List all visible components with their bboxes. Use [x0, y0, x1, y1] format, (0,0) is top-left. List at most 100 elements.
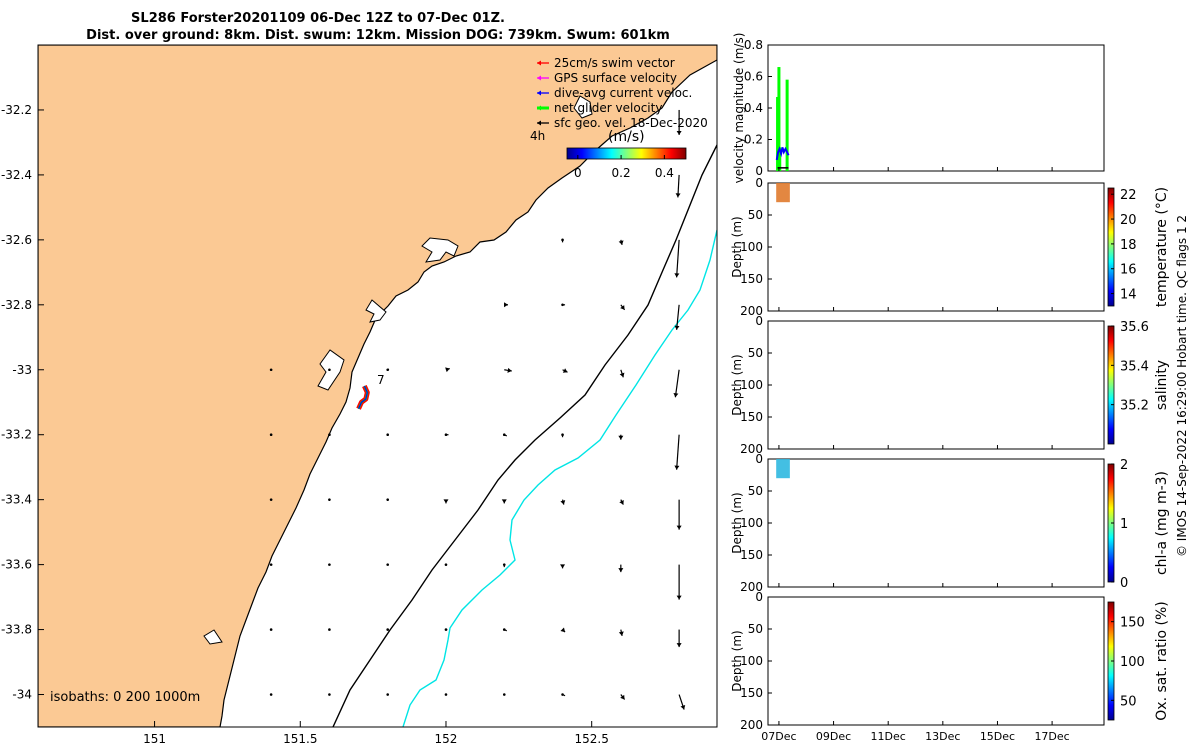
geo-vector-head — [618, 240, 624, 245]
geo-vector — [328, 563, 331, 566]
map-axis-ticks: 151 151.5 152 152.5 -32.2 -32.4 -32.6 -32.8 -33 -… — [1, 103, 609, 746]
geo-vector — [501, 499, 507, 504]
depth-colorbar-tick-label: 16 — [1120, 263, 1137, 278]
geo-vector — [561, 693, 566, 697]
depth-ytick-label: 200 — [740, 718, 763, 732]
depth-ytick-label: 100 — [740, 516, 763, 530]
depth-ytick-label: 100 — [740, 654, 763, 668]
legend-label: net glider velocity — [554, 101, 662, 115]
glider-track-dive — [358, 385, 368, 409]
depth-ytick-label: 50 — [748, 622, 763, 636]
depth-ytick-label: 0 — [755, 452, 763, 466]
geo-vector-head — [618, 631, 624, 636]
colorbar-tick-label: 0.2 — [612, 166, 631, 180]
depth-colorbar-tick-label: 0 — [1120, 576, 1128, 591]
geo-vector-dot — [502, 693, 506, 696]
time-tick-label: 15Dec — [980, 730, 1015, 743]
time-tick-label: 11Dec — [871, 730, 906, 743]
geo-vector-head — [674, 273, 680, 278]
depth-colorbar-tick-label: 22 — [1120, 188, 1137, 203]
depth-ytick-label: 150 — [740, 548, 763, 562]
geo-vector — [328, 693, 331, 696]
geo-vector-dot — [328, 628, 331, 631]
depth-axes — [767, 320, 1105, 450]
geo-vector-dot — [561, 238, 564, 242]
depth-colorbar-label: temperature (°C) — [1154, 187, 1170, 307]
depth-colorbar-tick-label: 18 — [1120, 238, 1137, 253]
velocity-axes — [767, 44, 1105, 172]
time-axis-ticks: 07Dec 09Dec 11Dec 13Dec 15Dec 17Dec — [761, 167, 1070, 743]
geo-vector — [618, 629, 624, 636]
geo-vector — [504, 367, 512, 373]
time-tick-label: 07Dec — [761, 730, 796, 743]
geo-vector — [444, 628, 448, 631]
lat-tick-label: -32.8 — [1, 298, 32, 312]
velocity-ytick-label: 0.8 — [744, 38, 763, 52]
depth-ytick-label: 150 — [740, 272, 763, 286]
geo-vector — [560, 499, 566, 505]
velocity-ticks: 0 0.2 0.4 0.6 0.8 — [744, 38, 772, 178]
depth-ytick-label: 150 — [740, 410, 763, 424]
geo-vector — [445, 367, 450, 373]
geo-vector — [676, 499, 682, 530]
geo-vector-head — [674, 465, 680, 470]
geo-vector — [269, 563, 273, 566]
geo-vector-head — [680, 704, 686, 710]
geo-vector — [560, 627, 566, 633]
geo-vector-dot — [444, 628, 448, 631]
depth-axes — [767, 182, 1105, 312]
geo-vector — [618, 564, 624, 573]
geo-vector-dot — [386, 433, 389, 437]
legend-label: sfc geo. vel. 18-Dec-2020 — [554, 116, 708, 130]
velocity-ytick-label: 0.4 — [744, 101, 763, 115]
geo-vector-head — [618, 568, 624, 573]
geo-vector-dot — [561, 433, 564, 437]
geo-vector — [562, 368, 568, 373]
colorbar-unit-label: (m/s) — [608, 129, 645, 145]
velocity-ytick-label: 0.2 — [744, 133, 763, 147]
geo-vector — [269, 433, 273, 437]
isobaths-label: isobaths: 0 200 1000m — [50, 690, 200, 705]
map-frame — [37, 44, 718, 728]
legend-entry: 25cm/s swim vector — [537, 56, 675, 70]
geo-vector — [328, 628, 331, 631]
geo-vector-shaft — [676, 304, 680, 330]
depth-colorbar — [1107, 187, 1115, 307]
lon-tick-label: 152.5 — [575, 732, 609, 746]
geo-vector — [328, 498, 331, 501]
geo-vector-dot — [386, 498, 389, 501]
geo-vector-dot — [502, 433, 506, 437]
legend-swatch-head — [537, 60, 541, 66]
velocity-bar — [785, 79, 789, 171]
colorbar-tick-label: 0 — [574, 166, 582, 180]
geo-vector-dot — [269, 563, 273, 566]
geo-vector — [674, 239, 680, 278]
geo-vector-head — [560, 564, 566, 569]
geo-vector — [673, 369, 680, 398]
isobath-1000m — [402, 229, 717, 727]
depth-colorbar-tick-label: 20 — [1120, 213, 1137, 228]
geo-vector-head — [443, 499, 449, 504]
velocity-ytick-label: 0.6 — [744, 70, 763, 84]
geo-vector-head — [676, 130, 682, 135]
geo-vector — [561, 433, 564, 438]
geo-vector — [386, 693, 389, 696]
legend-entry: net glider velocity — [537, 101, 662, 115]
lat-tick-label: -33.6 — [1, 558, 32, 572]
geo-vector — [674, 434, 680, 470]
geo-vector-shaft — [676, 239, 680, 278]
depth-ytick-label: 50 — [748, 208, 763, 222]
time-label: 4h — [530, 129, 545, 143]
estuary-1 — [421, 237, 459, 263]
depth-axes — [767, 596, 1105, 726]
geo-vector — [386, 498, 389, 501]
map-colorbar — [566, 147, 687, 160]
geo-vector — [674, 304, 680, 330]
depth-ytick-label: 0 — [755, 590, 763, 604]
depth-ytick-label: 150 — [740, 686, 763, 700]
lat-tick-label: -33.2 — [1, 428, 32, 442]
geo-vector-head — [676, 643, 682, 648]
legend-swatch-head — [537, 90, 541, 96]
geo-vector-dot — [502, 563, 506, 566]
